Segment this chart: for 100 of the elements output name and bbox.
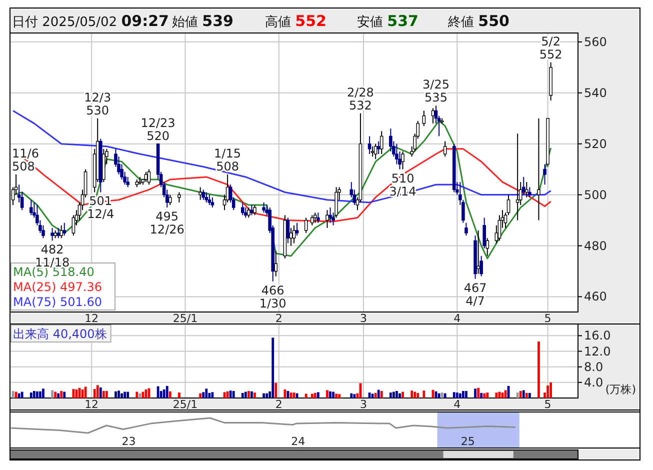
candlestick <box>289 227 293 246</box>
bar <box>208 392 211 398</box>
x-tick-label: 25 <box>460 435 475 448</box>
bar <box>525 392 528 398</box>
bar <box>96 385 99 398</box>
text: MA(75) 501.60 <box>13 295 102 309</box>
bar <box>396 390 398 398</box>
candlestick <box>250 204 254 216</box>
candlestick <box>144 171 148 183</box>
x-tick-label: 4 <box>454 312 461 325</box>
bar <box>118 390 120 398</box>
bar <box>72 389 75 398</box>
bar <box>54 392 57 398</box>
bar <box>389 392 392 398</box>
candlestick <box>240 202 244 216</box>
bar <box>32 390 36 398</box>
bar <box>304 394 308 398</box>
candlestick <box>126 176 130 188</box>
x-tick-label: 24 <box>291 435 306 448</box>
bar <box>452 392 456 398</box>
text: 終値 550 <box>447 12 510 30</box>
x-tick-label: 4 <box>454 398 461 411</box>
candlestick <box>326 210 329 228</box>
candlestick <box>374 143 378 160</box>
y-tick-label: 560 <box>584 34 607 49</box>
candlestick <box>30 199 33 216</box>
candlestick <box>368 136 372 155</box>
bar <box>516 392 519 398</box>
bar <box>462 390 464 398</box>
candlestick <box>328 207 332 224</box>
bar <box>326 390 328 398</box>
x-tick-label: 23 <box>122 435 136 448</box>
y-tick-label: 460 <box>584 290 607 304</box>
bar <box>410 390 414 398</box>
bar <box>105 390 108 398</box>
bar <box>329 391 332 398</box>
x-tick-label: 12 <box>84 312 99 325</box>
bar <box>538 342 540 398</box>
candlestick <box>286 217 290 244</box>
y-tick-label: 540 <box>584 86 607 100</box>
x-tick-label: 3 <box>360 398 367 411</box>
bar <box>60 390 63 398</box>
candlestick <box>253 204 256 216</box>
bar <box>338 394 341 398</box>
y-tick-label: 520 <box>584 136 607 151</box>
annotation: 1/15 508 <box>214 146 242 174</box>
candlestick <box>422 110 426 126</box>
candlestick <box>42 224 45 239</box>
bar <box>178 392 180 398</box>
candlestick <box>295 222 299 236</box>
bar <box>266 393 268 398</box>
annotation: 466 1/30 <box>259 283 286 310</box>
x-tick-label: 3 <box>360 312 367 325</box>
bar <box>51 390 54 398</box>
bar <box>57 393 60 398</box>
text: 安値 537 <box>357 12 418 30</box>
candlestick <box>543 164 546 186</box>
bar <box>99 387 102 398</box>
bar <box>205 388 208 398</box>
bar <box>36 391 38 398</box>
bar <box>124 392 126 398</box>
candlestick <box>210 196 214 208</box>
annotation: 11/6 508 <box>12 146 39 174</box>
bar <box>202 392 205 398</box>
bar <box>30 392 32 398</box>
bar <box>136 392 138 398</box>
candlestick <box>208 194 212 206</box>
annotation: 12/23 520 <box>140 116 176 143</box>
bar <box>310 394 314 398</box>
bar <box>142 392 144 398</box>
bar <box>274 382 278 398</box>
bar <box>528 392 531 398</box>
bar <box>254 392 256 398</box>
bar <box>39 391 42 398</box>
bar <box>392 392 395 398</box>
bar <box>166 386 168 398</box>
bar <box>120 393 123 398</box>
bar <box>262 393 265 398</box>
annotation: 5/2 552 <box>539 34 562 62</box>
bar <box>18 393 20 398</box>
bar <box>522 390 525 398</box>
bar <box>546 386 549 398</box>
annotation: 3/25 535 <box>422 78 450 105</box>
bar <box>168 391 172 398</box>
y-tick-label: 480 <box>584 238 607 253</box>
bar <box>495 392 498 398</box>
y-axis-title: (万株) <box>605 383 636 396</box>
candlestick <box>522 176 526 196</box>
candlestick <box>524 182 528 198</box>
candlestick <box>204 192 208 203</box>
y-tick-label: 8.0 <box>584 360 604 374</box>
bar <box>402 392 404 398</box>
candlestick <box>486 238 490 256</box>
candlestick <box>443 140 447 158</box>
candlestick <box>50 227 54 242</box>
bar <box>422 390 426 398</box>
bar <box>377 390 380 398</box>
bar <box>398 393 401 398</box>
candlestick <box>334 186 338 218</box>
bar <box>416 392 420 398</box>
